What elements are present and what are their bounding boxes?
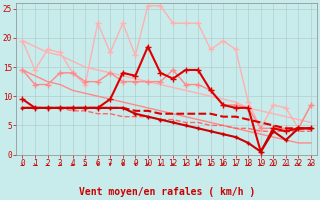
- X-axis label: Vent moyen/en rafales ( km/h ): Vent moyen/en rafales ( km/h ): [79, 187, 255, 197]
